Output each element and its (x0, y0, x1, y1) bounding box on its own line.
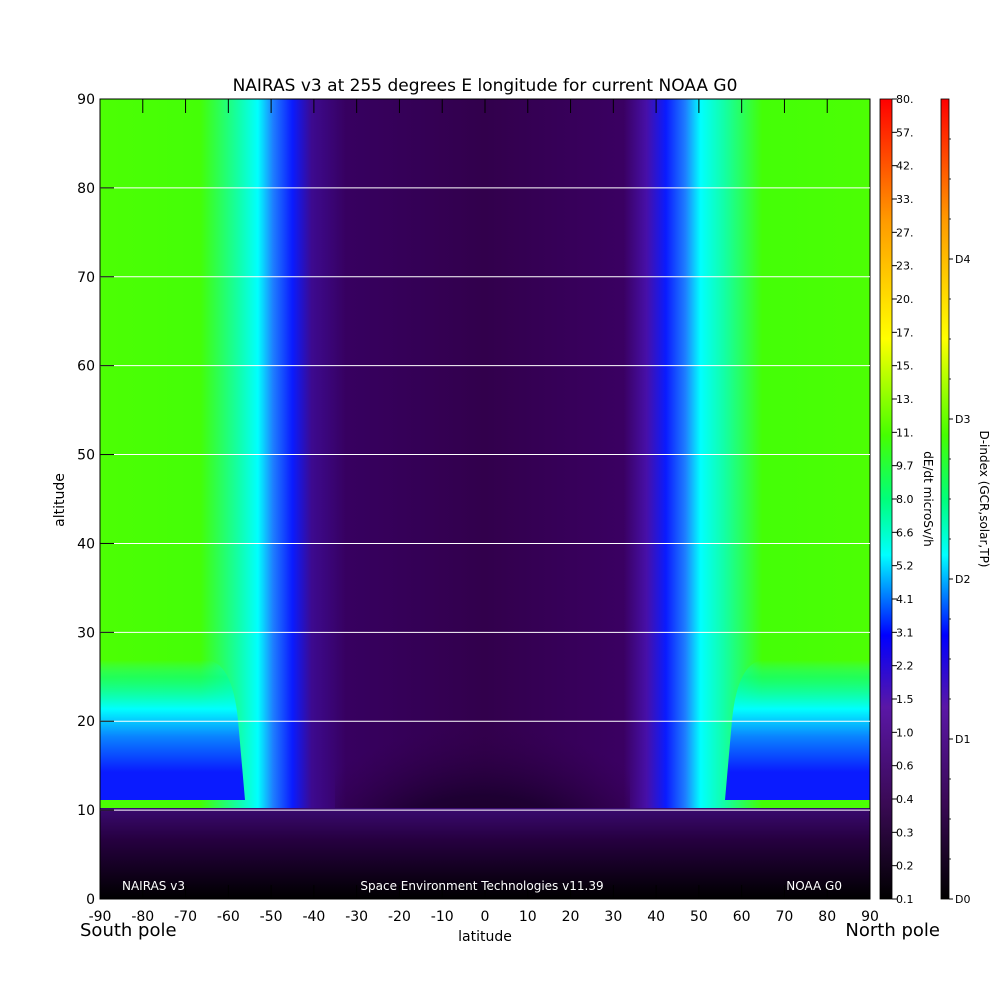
annotation-right: NOAA G0 (786, 879, 842, 893)
colorbar-dose-tick-label-19: 23. (896, 260, 914, 273)
colorbar-dindex-ticks: D0 D1 D2 D3 D4 (949, 138, 970, 906)
colorbar-dose-tick-label-2: 0.3 (896, 826, 914, 839)
colorbar-dindex-tick-label-0: D0 (955, 893, 970, 906)
x-tick-label-6: -30 (345, 909, 368, 925)
colorbar-dindex-tick-label-1: D1 (955, 733, 970, 746)
x-tick-label-1: -80 (131, 909, 154, 925)
colorbar-dose-tick-label-7: 2.2 (896, 660, 914, 673)
colorbar-dose-tick-label-10: 5.2 (896, 560, 914, 573)
x-tick-label-14: 50 (690, 909, 708, 925)
colorbar-dose-tick-label-15: 13. (896, 393, 914, 406)
heatmap-north-low-band (725, 660, 870, 800)
x-tick-label-7: -20 (388, 909, 411, 925)
colorbar-dose-tick-label-18: 20. (896, 293, 914, 306)
y-tick-label-6: 60 (77, 359, 95, 375)
colorbar-dose-tick-label-0: 0.1 (896, 893, 914, 906)
heatmap (100, 99, 870, 899)
colorbar-dose-tick-label-16: 15. (896, 360, 914, 373)
y-tick-label-5: 50 (77, 448, 95, 464)
x-tick-label-12: 30 (604, 909, 622, 925)
colorbar-dose-tick-label-1: 0.2 (896, 860, 914, 873)
chart-title: NAIRAS v3 at 255 degrees E longitude for… (233, 76, 738, 96)
colorbar-dose-tick-label-14: 11. (896, 426, 914, 439)
colorbar-dindex-tick-label-2: D2 (955, 573, 970, 586)
x-tick-label-13: 40 (647, 909, 665, 925)
colorbar-dose-tick-label-11: 6.6 (896, 526, 914, 539)
colorbar-dose-tick-label-20: 27. (896, 226, 914, 239)
y-axis: 0 10 20 30 40 50 60 70 80 90 (77, 92, 114, 908)
heatmap-ground-layer (100, 808, 870, 899)
x-tick-label-18: 90 (861, 909, 879, 925)
gridlines (100, 187, 870, 811)
x-tick-label-9: 0 (481, 909, 490, 925)
south-pole-label: South pole (80, 920, 177, 941)
colorbar-dose-tick-label-17: 17. (896, 326, 914, 339)
colorbar-dose-tick-label-24: 80. (896, 93, 914, 106)
y-axis-label: altitude (52, 473, 68, 527)
colorbar-dose-tick-label-9: 4.1 (896, 593, 914, 606)
colorbar-dose-tick-label-21: 33. (896, 193, 914, 206)
x-tick-label-15: 60 (733, 909, 751, 925)
y-tick-label-2: 20 (77, 714, 95, 730)
y-tick-label-7: 70 (77, 270, 95, 286)
colorbar-dose-tick-label-13: 9.7 (896, 460, 914, 473)
x-tick-label-5: -40 (302, 909, 325, 925)
x-tick-label-11: 20 (562, 909, 580, 925)
colorbar-dose-ticks: 0.1 0.2 0.3 0.4 0.6 1.0 1.5 2.2 3.1 4.1 5.2 6.6 8.0 9… (892, 93, 914, 906)
y-tick-label-9: 90 (77, 92, 95, 108)
colorbar-dose-tick-label-8: 3.1 (896, 626, 914, 639)
colorbar-dose-tick-label-12: 8.0 (896, 493, 914, 506)
x-tick-label-8: -10 (431, 909, 454, 925)
x-tick-label-3: -60 (217, 909, 240, 925)
x-tick-label-4: -50 (260, 909, 283, 925)
colorbar-dindex-label: D-index (GCR,solar,TP) (977, 430, 991, 567)
x-tick-label-16: 70 (776, 909, 794, 925)
x-axis: -90 -80 -70 -60 -50 -40 -30 -20 -10 0 10 20 30 40 50 60… (89, 99, 879, 925)
y-tick-label-8: 80 (77, 181, 95, 197)
x-tick-label-0: -90 (89, 909, 112, 925)
colorbar-dose-tick-label-3: 0.4 (896, 793, 914, 806)
annotation-left: NAIRAS v3 (122, 879, 185, 893)
colorbar-dindex (940, 98, 950, 900)
colorbar-dose-tick-label-4: 0.6 (896, 760, 914, 773)
colorbar-dose-tick-label-6: 1.5 (896, 693, 914, 706)
colorbar-dindex-tick-label-3: D3 (955, 413, 970, 426)
y-tick-label-0: 0 (86, 892, 95, 908)
x-tick-label-17: 80 (818, 909, 836, 925)
colorbar-dose-label: dE/dt microSv/h (921, 451, 935, 546)
annotation-center: Space Environment Technologies v11.39 (360, 879, 603, 893)
y-tick-label-3: 30 (77, 625, 95, 641)
y-tick-label-1: 10 (77, 803, 95, 819)
y-tick-label-4: 40 (77, 536, 95, 552)
colorbar-dose (879, 98, 893, 900)
colorbar-dose-tick-label-5: 1.0 (896, 726, 914, 739)
x-tick-label-2: -70 (174, 909, 197, 925)
x-axis-label: latitude (458, 929, 512, 945)
colorbar-dose-tick-label-22: 42. (896, 160, 914, 173)
colorbar-dose-tick-label-23: 57. (896, 126, 914, 139)
heatmap-south-low-band (100, 660, 245, 800)
x-tick-label-10: 10 (519, 909, 537, 925)
north-pole-label: North pole (845, 920, 940, 941)
colorbar-dindex-tick-label-4: D4 (955, 253, 970, 266)
